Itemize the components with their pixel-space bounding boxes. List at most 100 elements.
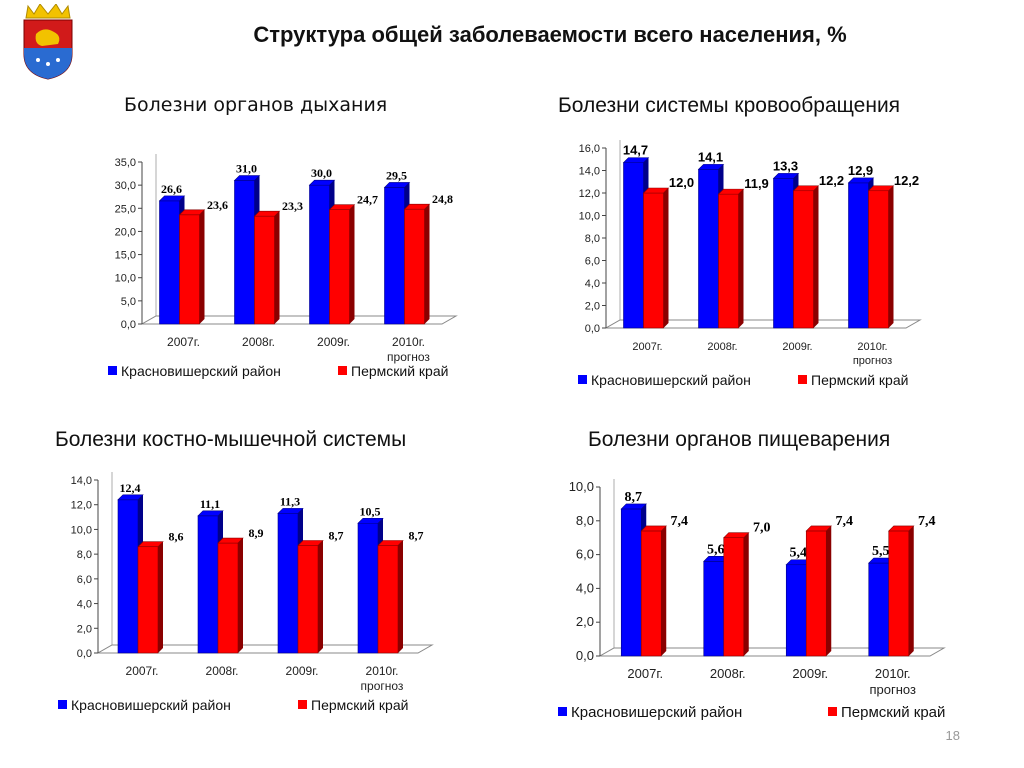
y-tick-label: 6,0: [585, 256, 600, 268]
plot-wall: [599, 479, 615, 657]
data-label: 8,9: [249, 526, 264, 540]
y-tick-label: 10,0: [115, 273, 136, 285]
legend-label-region: Пермский край: [811, 372, 908, 388]
data-label: 8,7: [329, 528, 344, 542]
chart-respiratory: 0,0 5,0 10,0 15,0 20,0 25,0 30,0 35,0 26,6 23,6 20…: [108, 154, 458, 379]
plot-wall: [605, 140, 621, 329]
data-label: 8,7: [625, 490, 643, 505]
y-tick-label: 0,0: [585, 323, 600, 335]
bar-region-1: [723, 532, 750, 657]
chart-title-digestive: Болезни органов пищеварения: [588, 428, 891, 451]
y-tick-label: 0,0: [121, 319, 136, 331]
plot-wall: [141, 154, 157, 325]
legend-label-district: Красновишерский район: [121, 363, 281, 379]
y-tick-label: 14,0: [71, 475, 92, 487]
data-label: 24,8: [432, 192, 453, 206]
bar-region-1: [717, 188, 745, 329]
x-tick-label: 2010г. прогноз: [387, 335, 430, 364]
x-tick-label: 2008г.: [710, 666, 746, 681]
y-tick-label: 10,0: [71, 524, 92, 536]
legend-label-region: Пермский край: [841, 704, 945, 721]
bar-region-1: [217, 537, 244, 654]
y-tick-label: 4,0: [77, 599, 92, 611]
data-label: 14,1: [698, 149, 723, 164]
legend-swatch-region: [828, 707, 837, 716]
legend-swatch-region: [298, 700, 307, 709]
y-tick-label: 25,0: [115, 203, 136, 215]
bar-region-3: [867, 185, 895, 329]
data-label: 23,3: [282, 199, 303, 213]
legend-label-region: Пермский край: [351, 363, 448, 379]
x-tick-label: 2009г.: [792, 666, 828, 681]
y-tick-label: 10,0: [579, 211, 600, 223]
bar-region-2: [328, 204, 356, 325]
data-label: 12,2: [819, 173, 844, 188]
legend-swatch-district: [58, 700, 67, 709]
data-label: 5,6: [707, 542, 725, 557]
x-tick-label: 2007г.: [632, 341, 662, 353]
x-tick-label: 2008г.: [242, 335, 275, 349]
coat-of-arms-logo: [23, 4, 73, 80]
data-label: 12,4: [120, 481, 141, 495]
data-label: 30,0: [311, 166, 332, 180]
x-tick-label: 2010г. прогноз: [870, 666, 917, 697]
y-tick-label: 2,0: [77, 623, 92, 635]
y-tick-label: 10,0: [569, 479, 594, 494]
data-label: 11,3: [280, 494, 300, 508]
y-tick-label: 30,0: [115, 180, 136, 192]
legend-label-district: Красновишерский район: [591, 372, 751, 388]
data-label: 14,7: [623, 143, 648, 158]
x-tick-label: 2007г.: [167, 335, 200, 349]
data-label: 12,2: [894, 173, 919, 188]
y-tick-label: 6,0: [77, 574, 92, 586]
bar-region-2: [792, 185, 820, 329]
legend-swatch-district: [108, 366, 117, 375]
data-label: 8,6: [169, 530, 184, 544]
chart-digestive: 0,0 2,0 4,0 6,0 8,0 10,0 8,7 7,4 2007г. 5,6 7,0 200…: [558, 479, 946, 721]
chart-title-musculoskeletal: Болезни костно-мышечной системы: [55, 428, 407, 451]
bar-region-0: [642, 187, 670, 329]
y-tick-label: 4,0: [585, 278, 600, 290]
bar-region-2: [297, 540, 324, 654]
y-tick-label: 0,0: [576, 648, 594, 663]
x-tick-label: 2007г.: [627, 666, 663, 681]
y-tick-label: 2,0: [576, 614, 594, 629]
x-tick-label: 2009г.: [317, 335, 350, 349]
bar-region-3: [377, 540, 404, 654]
chart-circulatory: 0,0 2,0 4,0 6,0 8,0 10,0 12,0 14,0 16,0 14,7 12,0 2…: [578, 140, 922, 388]
x-tick-label: 2009г.: [782, 341, 812, 353]
page-number: 18: [945, 728, 960, 743]
y-tick-label: 8,0: [585, 233, 600, 245]
x-tick-label: 2008г.: [206, 664, 239, 678]
data-label: 12,9: [848, 163, 873, 178]
y-tick-label: 8,0: [576, 513, 594, 528]
data-label: 23,6: [207, 198, 228, 212]
data-label: 26,6: [161, 182, 182, 196]
data-label: 7,4: [918, 514, 936, 529]
y-tick-label: 12,0: [579, 188, 600, 200]
y-tick-label: 12,0: [71, 500, 92, 512]
data-label: 29,5: [386, 168, 407, 182]
legend-label-district: Красновишерский район: [71, 697, 231, 713]
chart-title-circulatory: Болезни системы кровообращения: [558, 94, 901, 117]
y-tick-label: 16,0: [579, 143, 600, 155]
data-label: 5,5: [872, 544, 890, 559]
legend-swatch-region: [338, 366, 347, 375]
data-label: 7,4: [836, 514, 854, 529]
data-label: 7,4: [671, 514, 689, 529]
chart-musculoskeletal: 0,0 2,0 4,0 6,0 8,0 10,0 12,0 14,0 12,4 8,6 2007г.…: [58, 472, 434, 713]
bar-region-3: [888, 525, 915, 657]
y-tick-label: 14,0: [579, 166, 600, 178]
data-label: 12,0: [669, 175, 694, 190]
data-label: 24,7: [357, 193, 378, 207]
plot-wall: [97, 472, 113, 654]
x-tick-label: 2009г.: [286, 664, 319, 678]
x-tick-label: 2010г. прогноз: [853, 341, 892, 367]
chart-title-respiratory: Болезни органов дыхания: [124, 94, 388, 116]
bar-region-0: [640, 525, 667, 657]
data-label: 31,0: [236, 162, 257, 176]
data-label: 11,9: [744, 176, 769, 191]
bar-region-2: [805, 525, 832, 657]
y-tick-label: 20,0: [115, 226, 136, 238]
bar-region-3: [403, 203, 431, 325]
